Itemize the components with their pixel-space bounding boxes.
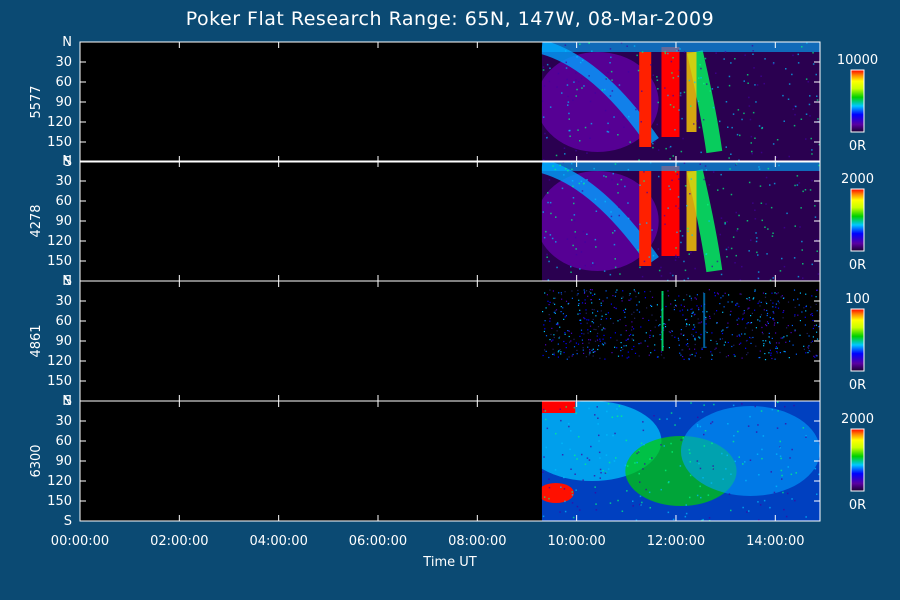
- y-tick-label: 30: [55, 174, 72, 189]
- keogram-image-4278: [541, 161, 820, 281]
- panel-label-5577: 5577: [29, 85, 44, 118]
- y-tick-label: 120: [47, 234, 72, 249]
- x-tick-label: 08:00:00: [448, 534, 506, 549]
- y-tick-label: 30: [55, 294, 72, 309]
- y-tick-label: 90: [55, 95, 72, 110]
- y-tick-label: 150: [47, 494, 72, 509]
- colorbar: [850, 188, 865, 252]
- y-tick-label: 60: [55, 194, 72, 209]
- y-tick-label: S: [64, 155, 72, 170]
- y-tick-label: N: [62, 35, 72, 50]
- colorbar: [850, 69, 865, 133]
- y-tick-label: N: [62, 154, 72, 169]
- colorbar-max-label: 100: [845, 292, 870, 307]
- x-tick-label: 10:00:00: [547, 534, 605, 549]
- y-tick-label: 150: [47, 374, 72, 389]
- colorbar-min-label: 0R: [849, 139, 866, 154]
- panel-label-4861: 4861: [29, 324, 44, 357]
- colorbar-min-label: 0R: [849, 498, 866, 513]
- panel-background: [80, 281, 820, 401]
- y-tick-label: N: [62, 274, 72, 289]
- x-tick-label: 00:00:00: [51, 534, 109, 549]
- y-tick-label: S: [64, 514, 72, 529]
- x-tick-label: 14:00:00: [746, 534, 804, 549]
- panel-label-4278: 4278: [29, 204, 44, 237]
- keogram-image-6300: [541, 401, 820, 521]
- y-tick-label: 150: [47, 135, 72, 150]
- y-tick-label: 30: [55, 55, 72, 70]
- chart-title: Poker Flat Research Range: 65N, 147W, 08…: [185, 8, 715, 30]
- colorbar: [850, 428, 865, 492]
- keogram-image-5577: [541, 42, 821, 162]
- panel-label-6300: 6300: [29, 444, 44, 477]
- y-tick-label: 120: [47, 474, 72, 489]
- y-tick-label: 150: [47, 254, 72, 269]
- colorbar-max-label: 2000: [841, 172, 874, 187]
- y-tick-label: 90: [55, 214, 72, 229]
- y-tick-label: 90: [55, 334, 72, 349]
- colorbar-min-label: 0R: [849, 258, 866, 273]
- colorbar: [850, 308, 865, 372]
- x-tick-label: 04:00:00: [249, 534, 307, 549]
- y-tick-label: 60: [55, 434, 72, 449]
- y-tick-label: 90: [55, 454, 72, 469]
- keogram-image-4861: [542, 289, 821, 361]
- colorbar-min-label: 0R: [849, 378, 866, 393]
- colorbar-max-label: 2000: [841, 412, 874, 427]
- y-tick-label: N: [62, 394, 72, 409]
- y-tick-label: 30: [55, 414, 72, 429]
- y-tick-label: 120: [47, 115, 72, 130]
- y-tick-label: 60: [55, 75, 72, 90]
- y-tick-label: S: [64, 394, 72, 409]
- colorbar-max-label: 10000: [837, 53, 878, 68]
- y-tick-label: 60: [55, 314, 72, 329]
- x-tick-label: 02:00:00: [150, 534, 208, 549]
- y-tick-label: 120: [47, 354, 72, 369]
- x-tick-label: 12:00:00: [647, 534, 705, 549]
- x-axis-label: Time UT: [423, 555, 477, 570]
- x-tick-label: 06:00:00: [349, 534, 407, 549]
- y-tick-label: S: [64, 274, 72, 289]
